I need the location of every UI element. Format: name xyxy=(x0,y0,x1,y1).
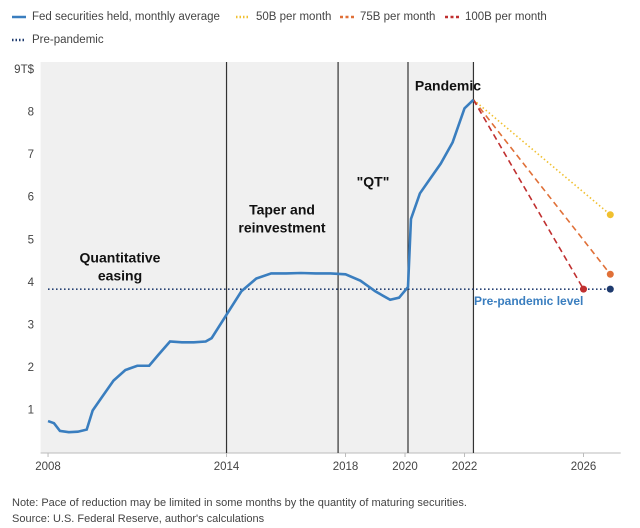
annotation: Pre-pandemic level xyxy=(474,294,583,308)
legend-label: 100B per month xyxy=(465,11,547,23)
end-marker xyxy=(606,285,614,293)
x-tick-label: 2018 xyxy=(333,461,359,473)
x-tick-label: 2022 xyxy=(452,461,478,473)
end-marker xyxy=(580,285,588,293)
series-line xyxy=(472,99,611,216)
x-tick-label: 2008 xyxy=(35,461,61,473)
phase-label: reinvestment xyxy=(238,220,325,236)
y-tick-label: 9T$ xyxy=(14,64,34,76)
series-line xyxy=(47,98,475,434)
y-tick-label: 5 xyxy=(28,234,34,246)
x-tick-label: 2014 xyxy=(214,461,240,473)
series-line xyxy=(472,99,585,290)
phase-label: Quantitative xyxy=(80,250,161,266)
end-marker xyxy=(606,270,614,278)
phase-label: Taper and xyxy=(249,202,315,218)
series-line xyxy=(472,99,611,275)
y-tick-label: 2 xyxy=(28,362,34,374)
end-marker xyxy=(606,211,614,219)
y-tick-label: 7 xyxy=(28,149,34,161)
note: Note: Pace of reduction may be limited i… xyxy=(12,497,467,509)
legend-label: 75B per month xyxy=(360,11,435,23)
legend-label: Fed securities held, monthly average xyxy=(32,11,220,23)
legend-label: Pre-pandemic xyxy=(32,34,104,46)
source: Source: U.S. Federal Reserve, author's c… xyxy=(12,513,265,525)
y-tick-label: 1 xyxy=(28,404,34,416)
x-tick-label: 2026 xyxy=(571,461,597,473)
phase-label: Pandemic xyxy=(415,78,481,94)
y-tick-label: 6 xyxy=(28,192,34,204)
phase-label: easing xyxy=(98,268,142,284)
y-tick-label: 3 xyxy=(28,319,34,331)
y-tick-label: 8 xyxy=(28,107,34,119)
phase-label: "QT" xyxy=(357,174,390,190)
y-tick-label: 4 xyxy=(28,277,35,289)
x-tick-label: 2020 xyxy=(392,461,418,473)
legend-label: 50B per month xyxy=(256,11,331,23)
plot-shading xyxy=(40,62,474,453)
